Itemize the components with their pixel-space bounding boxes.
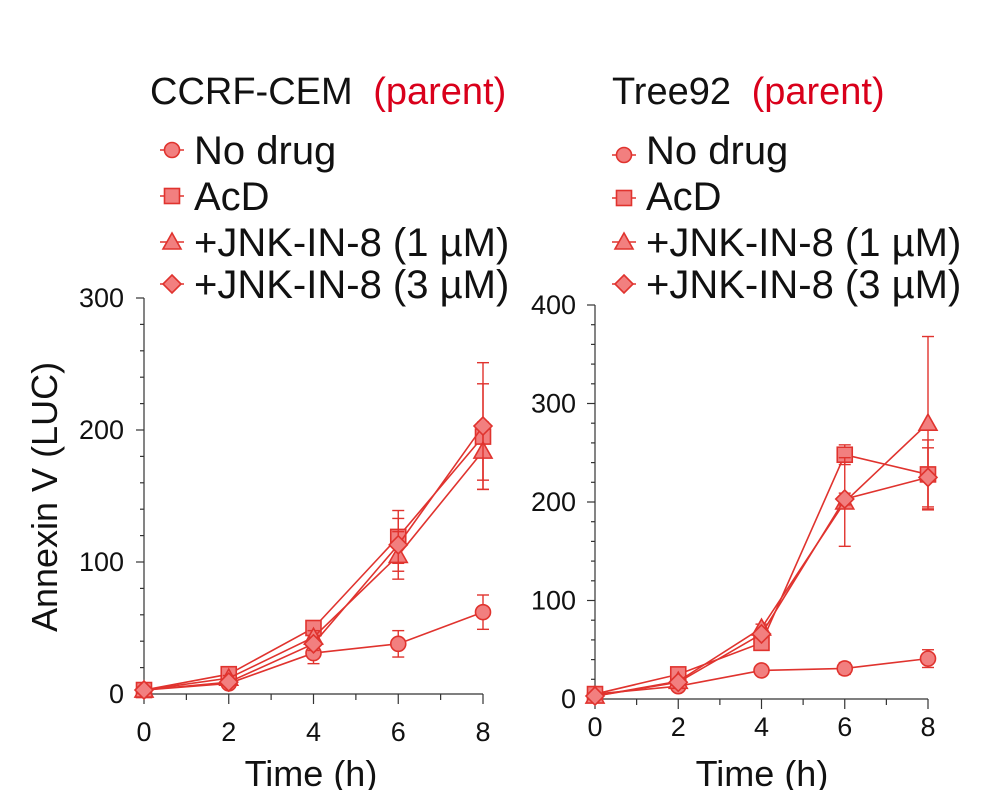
legend: No drug AcD +JNK-IN-8 (1 µM) +JNK-IN-8 (… — [612, 129, 961, 307]
series-0 — [586, 649, 937, 703]
series-line — [594, 422, 929, 697]
chart-title-suffix: (parent) — [373, 71, 506, 113]
data-point — [584, 685, 606, 707]
y-tick-label: 200 — [79, 415, 124, 445]
legend-item-acd: AcD — [612, 175, 722, 219]
y-tick-label: 100 — [531, 586, 576, 616]
y-tick-labels: 0 100 200 300 — [79, 283, 124, 709]
panel-tree92: Tree92 (parent) No drug AcD +JNK-IN-8 (1… — [531, 71, 961, 790]
legend-label: +JNK-IN-8 (1 µM) — [194, 221, 509, 265]
x-tick-labels: 0 2 4 6 8 — [136, 717, 490, 747]
data-point — [836, 660, 854, 677]
x-tick-label: 6 — [391, 717, 406, 747]
data-point — [917, 467, 939, 488]
data-point — [753, 662, 770, 679]
plot-area — [584, 335, 939, 707]
data-point — [834, 488, 855, 510]
data-point — [474, 603, 492, 621]
y-tick-labels: 0 100 200 300 400 — [531, 290, 576, 714]
y-tick-label: 400 — [531, 290, 576, 320]
legend-circle-icon — [615, 146, 633, 164]
legend-item-acd: AcD — [160, 175, 270, 219]
chart-title-main: Tree92 — [612, 71, 731, 113]
data-point — [919, 650, 937, 667]
x-tick-label: 6 — [837, 712, 852, 742]
legend-marker-diamond — [161, 273, 183, 295]
legend-label: +JNK-IN-8 (3 µM) — [194, 263, 509, 307]
legend-marker-circle — [163, 141, 181, 159]
legend-item-jnk-1um: +JNK-IN-8 (1 µM) — [612, 221, 961, 265]
data-point — [133, 679, 155, 701]
panel-ccrf-cem: CCRF-CEM (parent) No drug AcD +JNK-IN-8 … — [24, 71, 509, 790]
legend-marker-square — [163, 187, 181, 205]
legend-triangle-icon — [613, 231, 635, 250]
legend-marker-diamond — [613, 273, 635, 295]
y-tick-label: 300 — [531, 389, 576, 419]
x-tick-label: 4 — [754, 712, 769, 742]
data-point — [668, 672, 689, 693]
y-tick-label: 200 — [531, 487, 576, 517]
legend-circle-icon — [163, 141, 181, 159]
y-tick-label: 0 — [109, 679, 124, 709]
legend-label: +JNK-IN-8 (1 µM) — [646, 221, 961, 265]
data-point — [218, 671, 239, 693]
legend-label: No drug — [646, 129, 788, 173]
legend: No drug AcD +JNK-IN-8 (1 µM) +JNK-IN-8 (… — [160, 129, 509, 307]
plot-area — [133, 361, 494, 701]
legend-marker-circle — [615, 146, 633, 164]
y-tick-label: 100 — [79, 547, 124, 577]
legend-item-no-drug: No drug — [160, 129, 336, 173]
x-tick-labels: 0 2 4 6 8 — [587, 712, 935, 742]
data-point — [388, 534, 409, 555]
data-point — [389, 635, 407, 653]
legend-marker-square — [615, 189, 633, 207]
chart-title-main: CCRF-CEM — [150, 71, 353, 113]
x-tick-label: 8 — [475, 717, 490, 747]
x-tick-label: 0 — [136, 717, 151, 747]
axes — [136, 297, 484, 704]
x-tick-label: 0 — [587, 712, 602, 742]
x-tick-label: 8 — [920, 712, 935, 742]
legend-triangle-icon — [161, 231, 183, 250]
x-axis-title: Time (h) — [696, 753, 829, 790]
legend-item-jnk-1um: +JNK-IN-8 (1 µM) — [160, 221, 509, 265]
legend-marker-triangle — [613, 231, 635, 250]
data-point — [472, 415, 494, 437]
legend-diamond-icon — [161, 273, 183, 295]
legend-label: +JNK-IN-8 (3 µM) — [646, 263, 961, 307]
legend-label: AcD — [194, 175, 270, 219]
y-tick-label: 300 — [79, 283, 124, 313]
legend-label: AcD — [646, 175, 722, 219]
legend-item-jnk-3um: +JNK-IN-8 (3 µM) — [612, 263, 961, 307]
chart-title-suffix: (parent) — [752, 71, 885, 113]
series-3 — [584, 447, 939, 707]
x-tick-label: 2 — [671, 712, 686, 742]
axes — [587, 304, 929, 709]
legend-square-icon — [163, 187, 181, 205]
legend-diamond-icon — [613, 273, 635, 295]
data-point — [303, 633, 324, 654]
chart-title: CCRF-CEM (parent) — [150, 71, 506, 113]
legend-label: No drug — [194, 129, 336, 173]
x-axis-title: Time (h) — [245, 753, 378, 790]
chart-title: Tree92 (parent) — [612, 71, 885, 113]
y-axis-title: Annexin V (LUC) — [24, 362, 65, 632]
x-tick-label: 2 — [221, 717, 236, 747]
legend-item-jnk-3um: +JNK-IN-8 (3 µM) — [160, 263, 509, 307]
legend-marker-triangle — [161, 231, 183, 250]
data-point — [751, 623, 772, 645]
legend-square-icon — [615, 189, 633, 207]
series-3 — [133, 361, 494, 701]
legend-item-no-drug: No drug — [612, 129, 788, 173]
data-point — [917, 412, 939, 432]
y-tick-label: 0 — [561, 684, 576, 714]
x-tick-label: 4 — [306, 717, 321, 747]
